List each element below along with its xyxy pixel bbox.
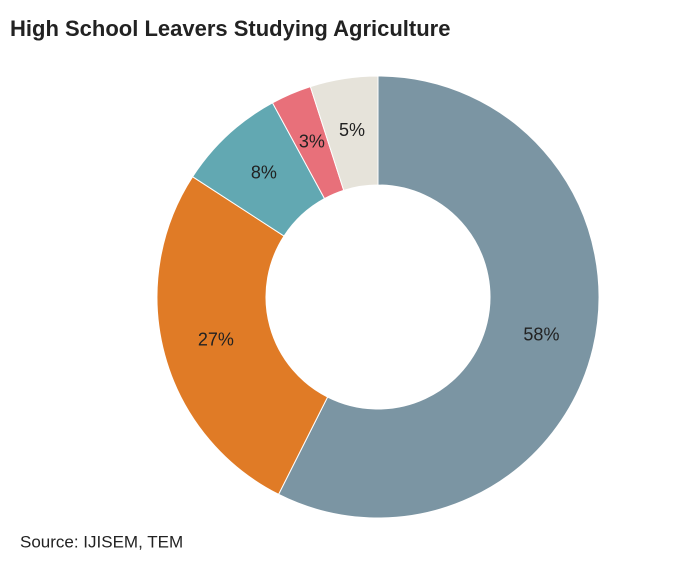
donut-slice: [277, 75, 600, 519]
data-label: 3%: [299, 131, 325, 151]
data-label: 5%: [339, 120, 365, 140]
donut-slice: [309, 75, 379, 192]
data-label: 27%: [198, 330, 234, 350]
source-note: Source: IJISEM, TEM: [20, 532, 183, 551]
chart-title: High School Leavers Studying Agriculture: [10, 16, 450, 41]
data-label: 8%: [251, 162, 277, 182]
data-label: 58%: [523, 325, 559, 345]
donut-slice: [156, 176, 329, 496]
